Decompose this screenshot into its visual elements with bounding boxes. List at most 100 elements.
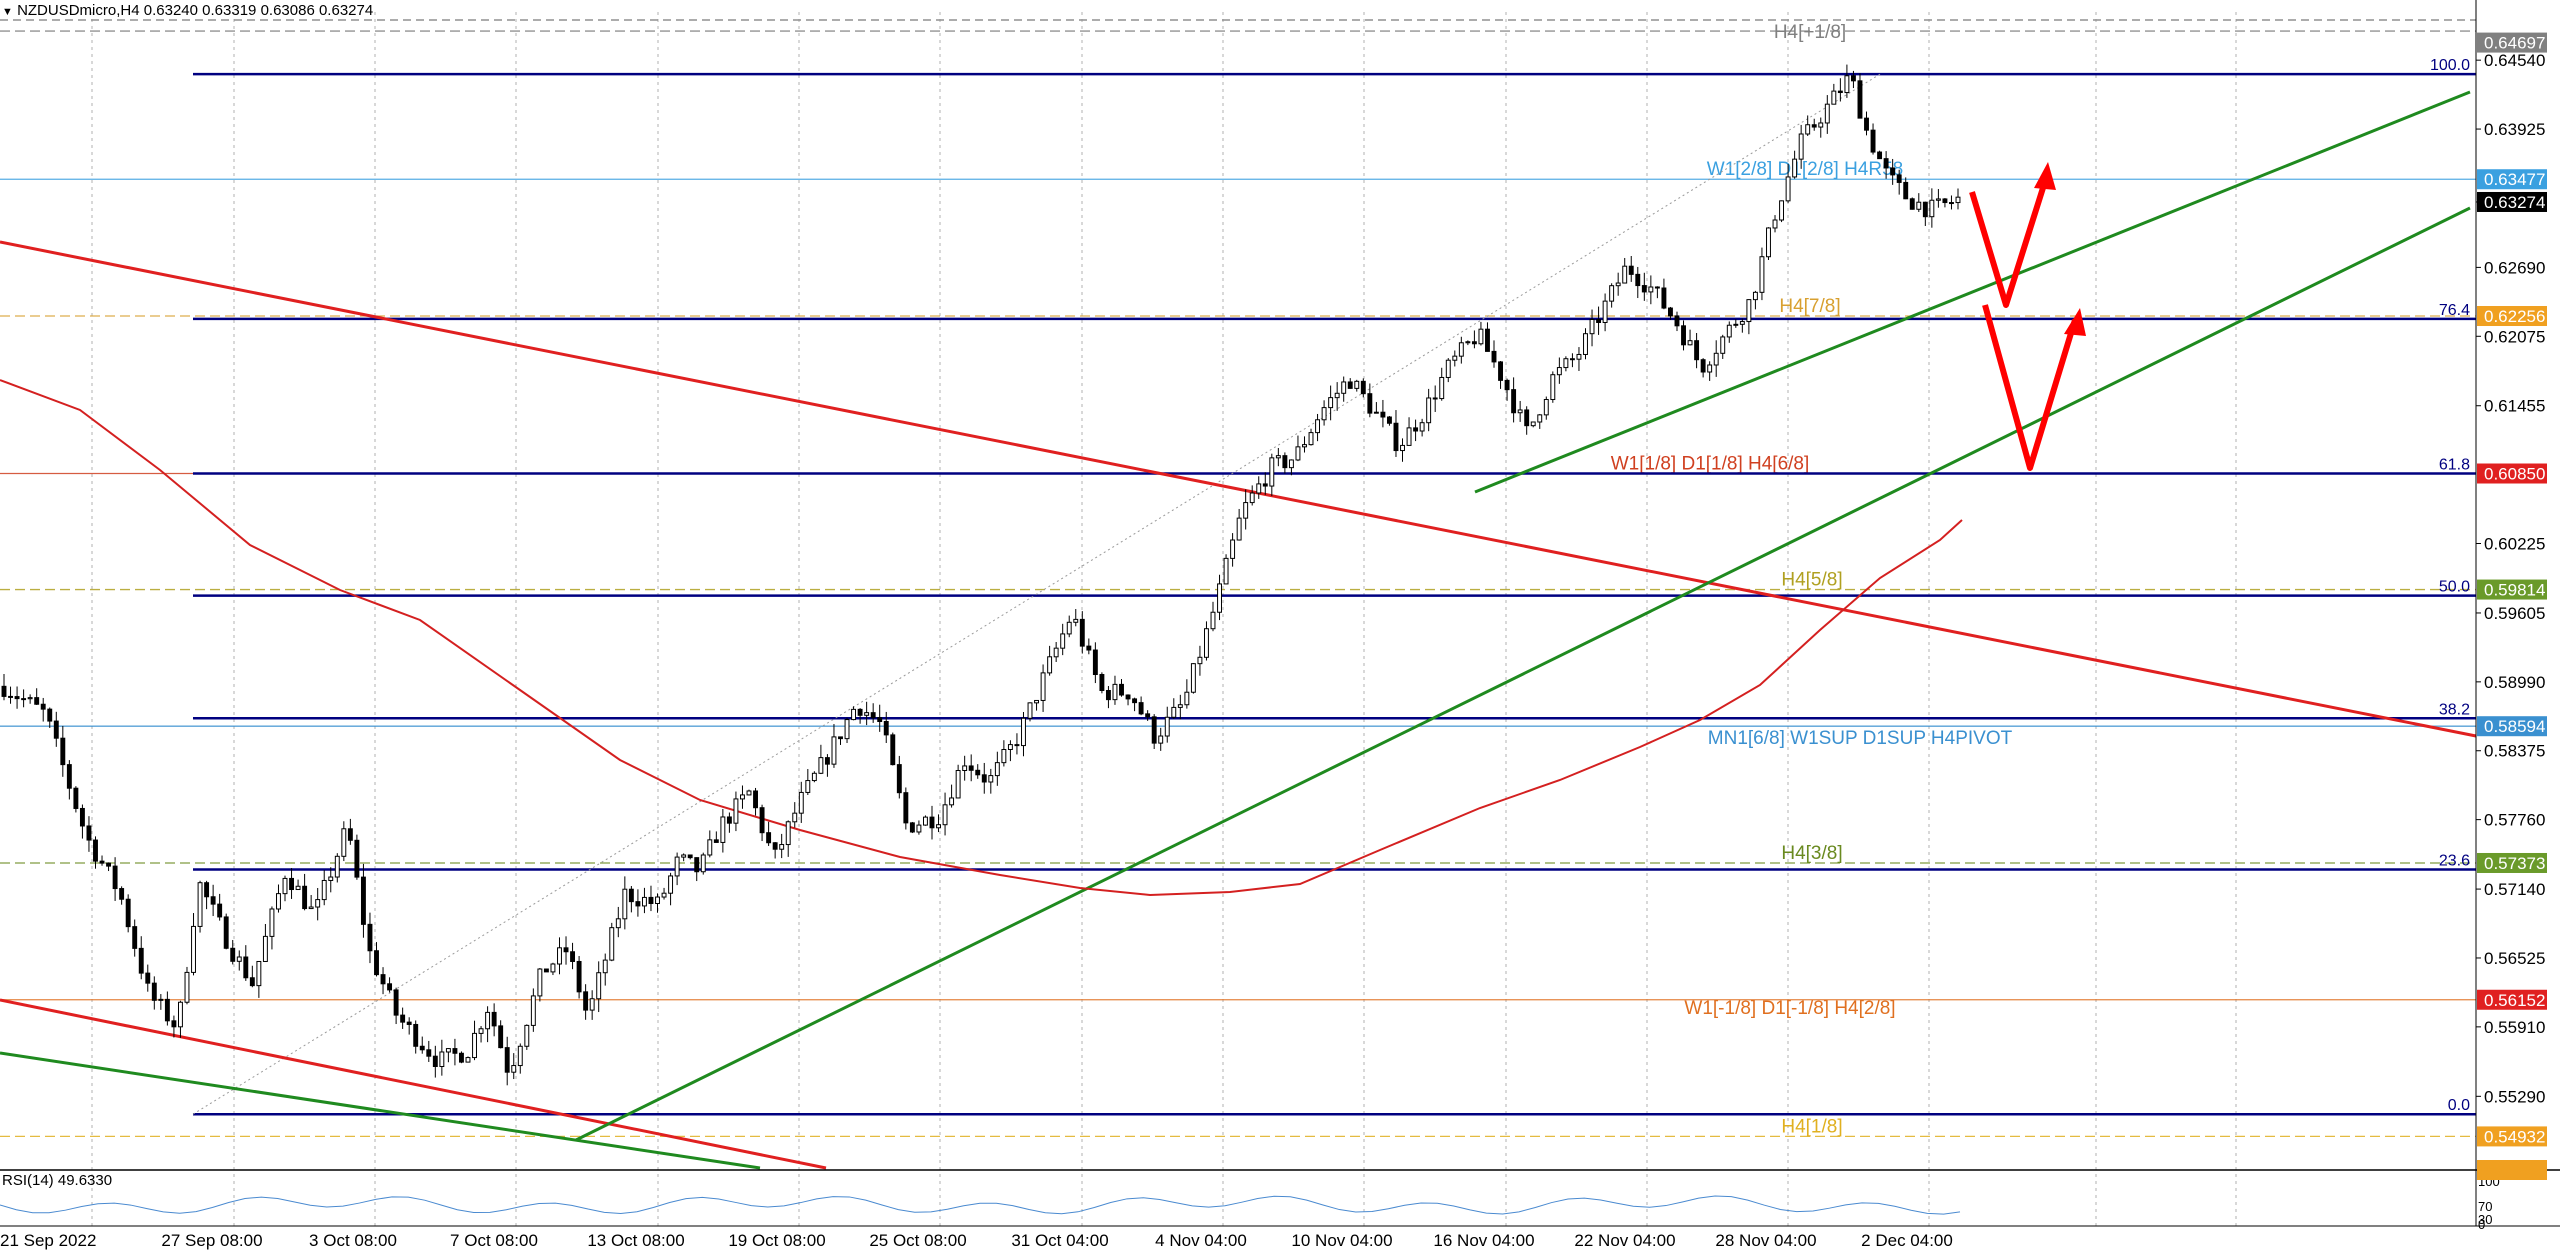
candle-body — [341, 828, 347, 857]
candle-body — [243, 956, 249, 979]
candle-body — [583, 991, 589, 1011]
candle-body — [1262, 483, 1268, 487]
candle-body — [641, 896, 647, 907]
candle-body — [1217, 583, 1222, 613]
candle-body — [1628, 265, 1634, 275]
candle-body — [1635, 273, 1641, 287]
candle-body — [1916, 201, 1922, 210]
rsi-scale-label: 30 — [2478, 1212, 2492, 1227]
candle-body — [1119, 683, 1124, 696]
candle-body — [236, 956, 242, 962]
candle-body — [282, 877, 288, 895]
candle-body — [1576, 353, 1582, 360]
candle-body — [1537, 414, 1543, 423]
candle-body — [256, 960, 262, 987]
candle-body — [818, 757, 824, 774]
candle-body — [1811, 124, 1817, 128]
rsi-line — [0, 1195, 1961, 1215]
candle-body — [1471, 341, 1477, 345]
candle-body — [354, 839, 360, 878]
candle-body — [1439, 376, 1445, 400]
candle-body — [1367, 393, 1373, 414]
candle-body — [687, 854, 693, 859]
candle-body — [1027, 702, 1033, 719]
candle-body — [1752, 291, 1758, 301]
candle-body — [432, 1055, 438, 1068]
candle-body — [1668, 307, 1673, 317]
candle-body — [563, 947, 569, 953]
candle-body — [1125, 694, 1131, 700]
candle-body — [459, 1052, 464, 1063]
candle-body — [1079, 618, 1085, 647]
candle-body — [1413, 427, 1419, 432]
symbol-label: NZDUSDmicro,H4 — [17, 2, 140, 19]
candle-body — [1641, 285, 1647, 293]
candle-body — [406, 1021, 412, 1025]
candle-body — [1021, 717, 1026, 747]
candle-body — [1158, 735, 1164, 744]
candle-body — [1275, 455, 1281, 459]
candle-body — [851, 708, 857, 721]
candle-body — [465, 1057, 471, 1063]
candle-body — [360, 876, 366, 925]
candle-body — [1047, 656, 1053, 674]
candle-body — [27, 697, 33, 700]
time-axis: 21 Sep 2022 27 Sep 08:00 3 Oct 08:00 7 Oct … — [0, 1231, 1953, 1250]
candle-body — [537, 968, 543, 997]
murrey-level-label: H4[1/8] — [1781, 1116, 1842, 1137]
candle-body — [707, 839, 713, 856]
candle-body — [883, 721, 889, 736]
forecast-arrowhead-1 — [2034, 162, 2056, 190]
candle-body — [929, 816, 935, 829]
candle-body — [1896, 174, 1902, 183]
candle-body — [1092, 649, 1098, 676]
candle-body — [53, 720, 59, 739]
candle-body — [1929, 199, 1935, 218]
candle-body — [1824, 103, 1830, 124]
murrey-level-label: MN1[6/8] W1SUP D1SUP H4PIVOT — [1708, 728, 2013, 749]
candle-body — [1001, 748, 1007, 764]
candle-body — [1249, 492, 1255, 504]
candle-body — [204, 882, 210, 898]
candle-body — [936, 824, 941, 829]
candle-body — [1177, 704, 1183, 708]
candle-body — [785, 821, 791, 846]
candle-body — [1602, 300, 1608, 323]
candle-body — [1164, 716, 1170, 737]
candle-body — [740, 794, 745, 800]
candle-body — [1837, 90, 1843, 94]
candle-body — [1053, 647, 1059, 658]
candle-body — [60, 737, 66, 766]
candle-body — [112, 865, 118, 890]
price-badge — [2477, 169, 2547, 190]
candle-body — [1818, 122, 1824, 128]
price-tick-label: 0.60225 — [2484, 535, 2545, 554]
price-tick-label: 0.59605 — [2484, 604, 2545, 623]
candle-body — [321, 879, 327, 901]
candle-body — [1569, 358, 1575, 361]
candle-body — [1955, 196, 1961, 204]
candle-body — [1197, 656, 1203, 665]
candle-body — [831, 736, 837, 765]
fib-level-label: 38.2 — [2439, 701, 2470, 718]
candle-body — [570, 951, 576, 962]
candle-body — [1713, 352, 1719, 366]
candle-body — [838, 736, 843, 740]
high-value: 0.63319 — [202, 2, 257, 19]
candle-body — [1759, 256, 1765, 293]
candle-body — [602, 959, 608, 974]
murrey-level-label: H4[+1/8] — [1774, 22, 1846, 43]
price-badge — [2477, 989, 2547, 1010]
candle-body — [93, 839, 98, 862]
time-label: 25 Oct 08:00 — [869, 1231, 966, 1250]
candle-body — [1949, 202, 1954, 205]
candle-body — [694, 857, 700, 873]
candle-body — [276, 893, 281, 910]
candle-body — [40, 703, 46, 710]
time-label: 21 Sep 2022 — [0, 1231, 96, 1250]
collapse-triangle-icon[interactable]: ▼ — [2, 6, 13, 18]
chart-header: ▼ NZDUSDmicro,H4 0.63240 0.63319 0.63086… — [2, 2, 373, 19]
candle-body — [498, 1025, 504, 1049]
candle-body — [504, 1047, 510, 1073]
